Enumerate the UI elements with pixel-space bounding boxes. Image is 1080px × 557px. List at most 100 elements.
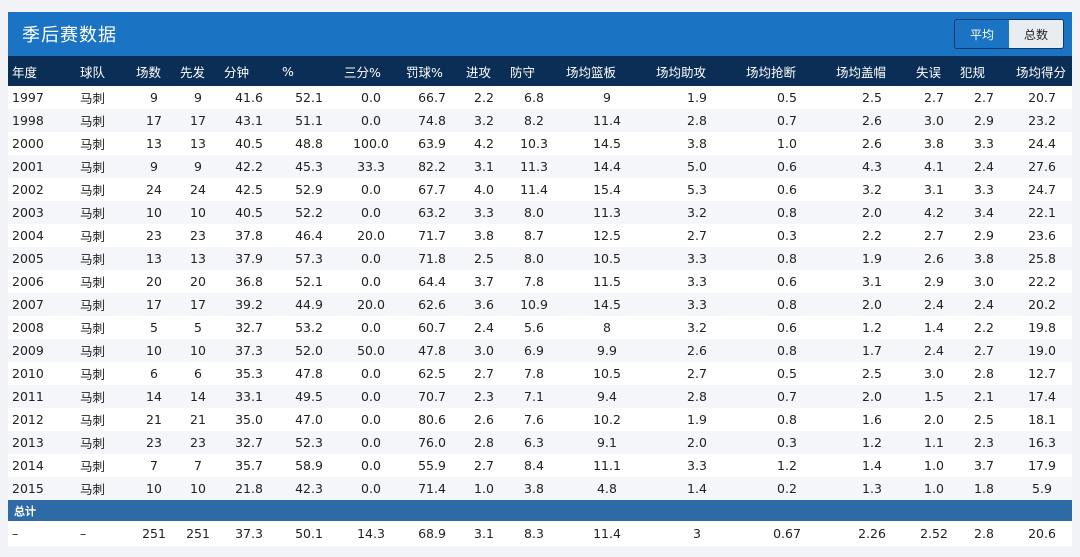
table-cell: 2.8 — [462, 431, 506, 454]
column-header[interactable]: 分钟 — [220, 56, 278, 86]
column-header[interactable]: 场均盖帽 — [832, 56, 912, 86]
table-cell: 23 — [176, 431, 220, 454]
table-cell: 41.6 — [220, 86, 278, 109]
table-cell: 52.9 — [278, 178, 340, 201]
table-cell: 马刺 — [76, 178, 132, 201]
table-cell: 3.3 — [652, 270, 742, 293]
table-cell: 24.7 — [1012, 178, 1072, 201]
table-cell: 10 — [176, 339, 220, 362]
column-header[interactable]: 防守 — [506, 56, 562, 86]
column-header[interactable]: 进攻 — [462, 56, 506, 86]
toggle-average-button[interactable]: 平均 — [955, 20, 1009, 48]
column-header[interactable]: 场均篮板 — [562, 56, 652, 86]
table-cell: 2.5 — [832, 86, 912, 109]
table-cell: 2.5 — [832, 362, 912, 385]
table-cell: 0.3 — [742, 224, 832, 247]
table-cell: 1.0 — [912, 477, 956, 500]
table-cell: 马刺 — [76, 454, 132, 477]
table-cell: 0.6 — [742, 155, 832, 178]
table-cell: 3.8 — [652, 132, 742, 155]
table-cell: 10 — [176, 477, 220, 500]
table-cell: 2.2 — [956, 316, 1012, 339]
table-cell: 0.6 — [742, 178, 832, 201]
table-cell: 马刺 — [76, 431, 132, 454]
table-cell: 71.7 — [402, 224, 462, 247]
table-cell: 5 — [132, 316, 176, 339]
table-cell: 2011 — [8, 385, 76, 408]
table-cell: 11.5 — [562, 270, 652, 293]
table-cell: 2.7 — [462, 454, 506, 477]
table-cell: 82.2 — [402, 155, 462, 178]
table-cell: 0.0 — [340, 316, 402, 339]
table-cell: 马刺 — [76, 132, 132, 155]
table-cell: 0.0 — [340, 270, 402, 293]
table-cell: 3.0 — [912, 109, 956, 132]
table-cell: 0.8 — [742, 247, 832, 270]
table-cell: 3.8 — [462, 224, 506, 247]
table-cell: 马刺 — [76, 270, 132, 293]
column-header[interactable]: 三分% — [340, 56, 402, 86]
table-cell: 5.3 — [652, 178, 742, 201]
table-cell: 9.4 — [562, 385, 652, 408]
column-header[interactable]: 年度 — [8, 56, 76, 86]
table-cell: 66.7 — [402, 86, 462, 109]
table-cell: 马刺 — [76, 408, 132, 431]
table-cell: 40.5 — [220, 201, 278, 224]
column-header[interactable]: 罚球% — [402, 56, 462, 86]
column-header[interactable]: 场均助攻 — [652, 56, 742, 86]
table-cell: 6 — [132, 362, 176, 385]
table-cell: 33.1 — [220, 385, 278, 408]
table-cell: 15.4 — [562, 178, 652, 201]
table-cell: 10 — [132, 339, 176, 362]
table-cell: 2.0 — [652, 431, 742, 454]
table-cell: 1.2 — [832, 316, 912, 339]
table-cell: 0.6 — [742, 316, 832, 339]
table-cell: 25.8 — [1012, 247, 1072, 270]
column-header[interactable]: % — [278, 56, 340, 86]
table-cell: 3.8 — [912, 132, 956, 155]
column-header[interactable]: 球队 — [76, 56, 132, 86]
table-cell: 2.9 — [956, 224, 1012, 247]
table-cell: 22.1 — [1012, 201, 1072, 224]
table-cell: 2.7 — [956, 339, 1012, 362]
table-cell: 42.5 — [220, 178, 278, 201]
table-cell: 67.7 — [402, 178, 462, 201]
table-cell: 13 — [132, 132, 176, 155]
table-row: 2014 马刺 7 7 35.7 58.9 0.0 55.9 2.7 8.4 11.1 3.3 1.2 1… — [8, 454, 1072, 477]
column-header[interactable]: 场数 — [132, 56, 176, 86]
table-cell: 3.3 — [462, 201, 506, 224]
table-cell: 1998 — [8, 109, 76, 132]
table-cell: 马刺 — [76, 224, 132, 247]
table-cell: 2.7 — [912, 224, 956, 247]
table-cell: 10.9 — [506, 293, 562, 316]
table-cell: 5.0 — [652, 155, 742, 178]
table-cell: 2.5 — [956, 408, 1012, 431]
table-cell: 2.9 — [956, 109, 1012, 132]
toggle-total-button[interactable]: 总数 — [1009, 20, 1063, 48]
table-cell: 3.1 — [462, 155, 506, 178]
table-cell: 52.0 — [278, 339, 340, 362]
table-row: 2011 马刺 14 14 33.1 49.5 0.0 70.7 2.3 7.1 9.4 2.8 0.7… — [8, 385, 1072, 408]
table-cell: 1.6 — [832, 408, 912, 431]
table-cell: 2005 — [8, 247, 76, 270]
table-cell: 9.1 — [562, 431, 652, 454]
table-cell: 1.9 — [832, 247, 912, 270]
table-cell: 1.0 — [462, 477, 506, 500]
table-cell: 35.7 — [220, 454, 278, 477]
table-cell: 8.0 — [506, 201, 562, 224]
column-header[interactable]: 犯规 — [956, 56, 1012, 86]
column-header[interactable]: 场均抢断 — [742, 56, 832, 86]
table-cell: 0.5 — [742, 86, 832, 109]
table-cell: 55.9 — [402, 454, 462, 477]
table-cell: 42.3 — [278, 477, 340, 500]
table-cell: 7.8 — [506, 270, 562, 293]
table-row: 2015 马刺 10 10 21.8 42.3 0.0 71.4 1.0 3.8 4.8 1.4 0.2… — [8, 477, 1072, 500]
total-cell: 8.3 — [506, 521, 562, 545]
table-cell: 10 — [132, 477, 176, 500]
column-header[interactable]: 场均得分 — [1012, 56, 1072, 86]
table-cell: 2.4 — [956, 155, 1012, 178]
table-cell: 0.0 — [340, 477, 402, 500]
column-header[interactable]: 先发 — [176, 56, 220, 86]
column-header[interactable]: 失误 — [912, 56, 956, 86]
table-row: 2012 马刺 21 21 35.0 47.0 0.0 80.6 2.6 7.6 10.2 1.9 0.… — [8, 408, 1072, 431]
